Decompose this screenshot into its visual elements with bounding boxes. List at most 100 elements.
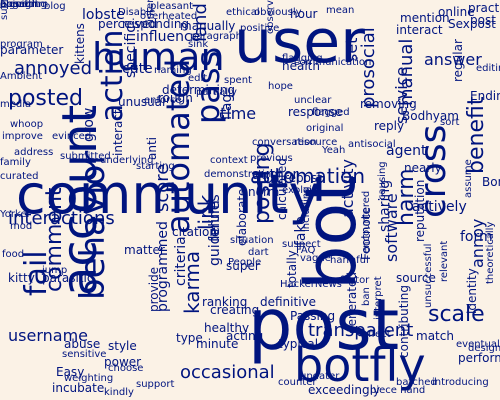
word-hour: hour (290, 7, 318, 21)
word-edit: edit (188, 73, 208, 84)
word-interactions: interactions (8, 208, 115, 229)
word-algorithm: algorithm (0, 0, 49, 10)
word-sexpost: Sexpost (448, 17, 496, 31)
word-interact: interact (111, 109, 125, 156)
word-faq: FAQ (296, 245, 316, 256)
word-submitted: submitted (60, 151, 111, 162)
word-annoyed: annoyed (14, 58, 93, 79)
word-definitive: definitive (260, 295, 317, 309)
word-parameter: parameter (0, 43, 64, 57)
word-sink: sink (188, 39, 209, 50)
word-regular: regular (451, 39, 465, 82)
word-generated: generated (345, 272, 359, 334)
word-nearly: nearly (404, 161, 442, 175)
word-posted: posted (8, 86, 84, 111)
word-communication: communication (294, 57, 372, 68)
word-introducing: introducing (432, 377, 489, 388)
word-people: People (228, 257, 262, 268)
word-acting: acting (226, 329, 264, 343)
word-parasitic: parasitic (42, 271, 94, 285)
word-relevant: relevant (439, 240, 450, 282)
word-passing: Passing (290, 309, 336, 323)
word-yeah: Yeah (322, 145, 346, 156)
word-choose: choose (108, 363, 144, 374)
word-totally: totally (285, 250, 299, 288)
word-sensitive: sensitive (62, 349, 107, 360)
word-prevent: prevent (0, 0, 39, 10)
word-factor: factor (340, 275, 370, 286)
word-opinion: opinion (0, 0, 37, 10)
word-unusual: unusual (118, 95, 166, 109)
word-post: post (248, 284, 400, 366)
word-online: online (438, 5, 475, 19)
word-manually: manually (180, 19, 236, 33)
word-unclear: unclear (294, 95, 332, 106)
word-citation: citation (172, 225, 217, 239)
word-bodhyam: Bodhyam (402, 109, 459, 123)
word-easy: Easy (56, 365, 85, 379)
word-power: power (104, 355, 142, 369)
word-human: human (92, 35, 225, 79)
word-specific: specific (123, 25, 139, 78)
word-context: context (210, 155, 248, 166)
word-causing: causing (377, 161, 388, 200)
word-theoretically: theoretically (485, 221, 496, 284)
word-antisocial: antisocial (348, 139, 396, 150)
word-blog: blog (44, 1, 66, 12)
word-removing: removing (360, 97, 417, 111)
word-user: user (234, 7, 365, 77)
word-super: super (226, 259, 260, 273)
word-lobste: lobste (82, 7, 125, 23)
word-actively: actively (412, 199, 467, 215)
word-resource: resource (294, 137, 338, 148)
word-encountered: encountered (361, 190, 372, 254)
word-reply: reply (374, 119, 405, 133)
word-transparent: transparent (308, 320, 414, 341)
word-criteria: criteria (173, 236, 189, 286)
word-partially: partially (196, 87, 237, 98)
word-enforce: enforce (144, 95, 182, 106)
word-updater: updater (300, 371, 340, 382)
word-username: username (8, 326, 88, 345)
word-practice: practice (468, 1, 500, 15)
word-norm: norm (248, 185, 280, 199)
word-repost: repost (284, 171, 322, 185)
word-elaborate: elaborate (235, 188, 249, 246)
word-disable: Disable (118, 7, 156, 18)
word-sort: sort (440, 117, 460, 128)
word-assume: assume (463, 159, 474, 198)
word-activity: activity (338, 159, 357, 218)
word-time: time (220, 104, 257, 123)
word-contributing: contributing (397, 284, 411, 358)
word-weighting: weighting (64, 373, 114, 384)
word-minute: minute (196, 337, 239, 351)
word-healthy: healthy (204, 321, 250, 335)
word-exceedingly: exceedingly (308, 383, 381, 397)
word-positive: positive (240, 23, 280, 34)
word-editing: editing (476, 63, 500, 74)
word-submission: submission (0, 0, 10, 20)
word-match: match (416, 329, 454, 343)
word-explain: explain (282, 185, 319, 196)
word-flagged: flagged (312, 107, 350, 118)
word-mention: mention (400, 11, 450, 25)
word-hackernews: HackerNews (280, 279, 342, 290)
word-community: community (16, 163, 321, 226)
word-jump: jump (42, 265, 68, 276)
word-type: type (176, 331, 203, 345)
word-suspect: suspect (282, 239, 321, 250)
word-bonus: Bonus (482, 175, 500, 189)
word-matter: matter (124, 243, 165, 257)
word-engaging: engaging (0, 0, 47, 10)
word-yorker: Yorker (0, 209, 31, 220)
word-source: source (396, 271, 436, 285)
word-improve: improve (2, 131, 43, 142)
word-original: original (306, 123, 344, 134)
word-ending: Ending (470, 89, 500, 103)
word-batched: batched (396, 377, 437, 388)
word-media: media (0, 99, 32, 110)
word-annoy: annoy (468, 218, 487, 268)
word-mean: mean (326, 5, 355, 16)
word-demonstrating: demonstrating (204, 169, 278, 180)
